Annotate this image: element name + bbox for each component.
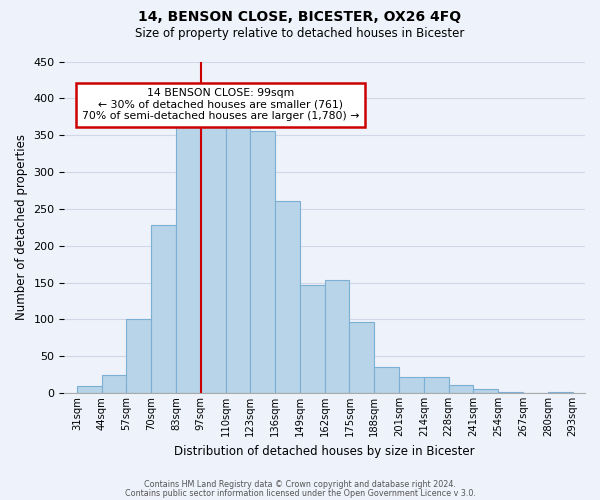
Text: 14, BENSON CLOSE, BICESTER, OX26 4FQ: 14, BENSON CLOSE, BICESTER, OX26 4FQ (139, 10, 461, 24)
Bar (176, 124, 201, 393)
Text: Size of property relative to detached houses in Bicester: Size of property relative to detached ho… (136, 28, 464, 40)
Bar (349, 322, 374, 393)
Text: Contains HM Land Registry data © Crown copyright and database right 2024.: Contains HM Land Registry data © Crown c… (144, 480, 456, 489)
Bar (548, 392, 572, 393)
Bar (300, 284, 325, 393)
Bar (449, 385, 473, 393)
Bar (374, 367, 399, 393)
Bar (399, 377, 424, 393)
Bar (250, 132, 275, 393)
Bar (127, 320, 151, 393)
Bar (498, 392, 523, 393)
Text: Contains public sector information licensed under the Open Government Licence v : Contains public sector information licen… (125, 489, 475, 498)
Y-axis label: Number of detached properties: Number of detached properties (15, 134, 28, 320)
Bar (151, 225, 176, 393)
Bar (77, 386, 101, 393)
Bar (473, 390, 498, 393)
Bar (201, 118, 226, 393)
Bar (424, 377, 449, 393)
Bar (275, 202, 300, 393)
X-axis label: Distribution of detached houses by size in Bicester: Distribution of detached houses by size … (175, 444, 475, 458)
Bar (226, 117, 250, 393)
Bar (101, 374, 127, 393)
Bar (325, 280, 349, 393)
Text: 14 BENSON CLOSE: 99sqm
← 30% of detached houses are smaller (761)
70% of semi-de: 14 BENSON CLOSE: 99sqm ← 30% of detached… (82, 88, 359, 121)
